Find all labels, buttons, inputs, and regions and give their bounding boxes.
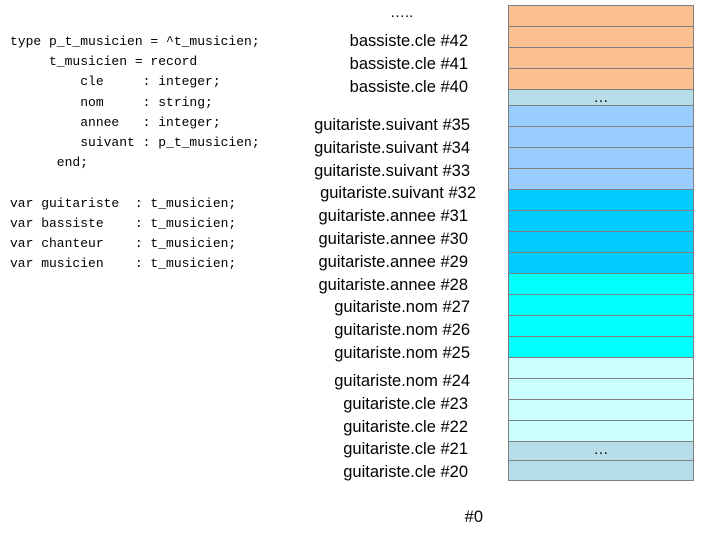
memory-cell bbox=[508, 273, 694, 295]
memory-cell bbox=[508, 294, 694, 316]
memory-cell bbox=[508, 68, 694, 90]
address-label: guitariste.suivant #32 bbox=[320, 184, 476, 202]
code-line: var guitariste : t_musicien; bbox=[10, 195, 237, 211]
code-line: var chanteur : t_musicien; bbox=[10, 235, 237, 251]
memory-cell bbox=[508, 336, 694, 358]
memory-cell bbox=[508, 147, 694, 169]
top-ellipsis: ….. bbox=[390, 4, 414, 21]
memory-cell bbox=[508, 105, 694, 127]
address-label: #0 bbox=[464, 508, 483, 526]
memory-cell bbox=[508, 399, 694, 421]
code-line: end; bbox=[10, 155, 89, 171]
address-label: bassiste.cle #41 bbox=[349, 55, 468, 73]
address-label: guitariste.nom #24 bbox=[334, 372, 470, 390]
address-label: guitariste.suivant #33 bbox=[314, 162, 470, 180]
memory-cell bbox=[508, 357, 694, 379]
memory-stack: …… bbox=[508, 5, 694, 523]
address-label: guitariste.suivant #34 bbox=[314, 139, 470, 157]
memory-cell bbox=[508, 189, 694, 211]
memory-cell bbox=[508, 420, 694, 442]
memory-cell bbox=[508, 210, 694, 232]
memory-cell bbox=[508, 231, 694, 253]
address-label: guitariste.annee #29 bbox=[318, 253, 468, 271]
address-label: guitariste.cle #22 bbox=[343, 418, 468, 436]
code-line: suivant : p_t_musicien; bbox=[10, 134, 260, 150]
memory-cell bbox=[508, 26, 694, 48]
code-line: t_musicien = record bbox=[10, 54, 198, 70]
code-line: cle : integer; bbox=[10, 74, 221, 90]
cell-ellipsis: … bbox=[593, 441, 609, 458]
address-label: guitariste.suivant #35 bbox=[314, 116, 470, 134]
memory-cell: … bbox=[508, 441, 694, 461]
pascal-code-block: type p_t_musicien = ^t_musicien; t_music… bbox=[10, 32, 260, 274]
cell-ellipsis: … bbox=[593, 89, 609, 106]
address-label: guitariste.annee #28 bbox=[318, 276, 468, 294]
address-label: guitariste.cle #20 bbox=[343, 463, 468, 481]
address-label: bassiste.cle #42 bbox=[349, 32, 468, 50]
code-line: type p_t_musicien = ^t_musicien; bbox=[10, 34, 260, 49]
address-label: bassiste.cle #40 bbox=[349, 78, 468, 96]
address-label: guitariste.cle #23 bbox=[343, 395, 468, 413]
memory-cell bbox=[508, 378, 694, 400]
code-line: nom : string; bbox=[10, 94, 213, 110]
memory-cell bbox=[508, 47, 694, 69]
address-label: guitariste.nom #27 bbox=[334, 298, 470, 316]
memory-cell bbox=[508, 252, 694, 274]
code-line: var musicien : t_musicien; bbox=[10, 256, 237, 272]
code-line: var bassiste : t_musicien; bbox=[10, 215, 237, 231]
memory-cell bbox=[508, 460, 694, 481]
code-line bbox=[10, 173, 260, 193]
memory-cell bbox=[508, 168, 694, 190]
address-label: guitariste.nom #25 bbox=[334, 344, 470, 362]
address-label: guitariste.annee #31 bbox=[318, 207, 468, 225]
address-label: guitariste.nom #26 bbox=[334, 321, 470, 339]
address-label: guitariste.annee #30 bbox=[318, 230, 468, 248]
code-line: annee : integer; bbox=[10, 114, 221, 130]
address-label: guitariste.cle #21 bbox=[343, 440, 468, 458]
memory-cell bbox=[508, 5, 694, 27]
memory-cell: … bbox=[508, 89, 694, 106]
memory-cell bbox=[508, 126, 694, 148]
memory-cell bbox=[508, 315, 694, 337]
